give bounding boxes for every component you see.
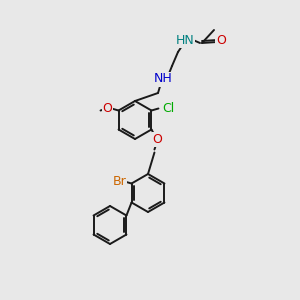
Text: Cl: Cl [162, 102, 175, 115]
Text: O: O [103, 102, 112, 115]
Text: O: O [152, 133, 162, 146]
Text: NH: NH [154, 73, 172, 85]
Text: HN: HN [176, 34, 194, 46]
Text: Br: Br [113, 175, 126, 188]
Text: O: O [216, 34, 226, 47]
